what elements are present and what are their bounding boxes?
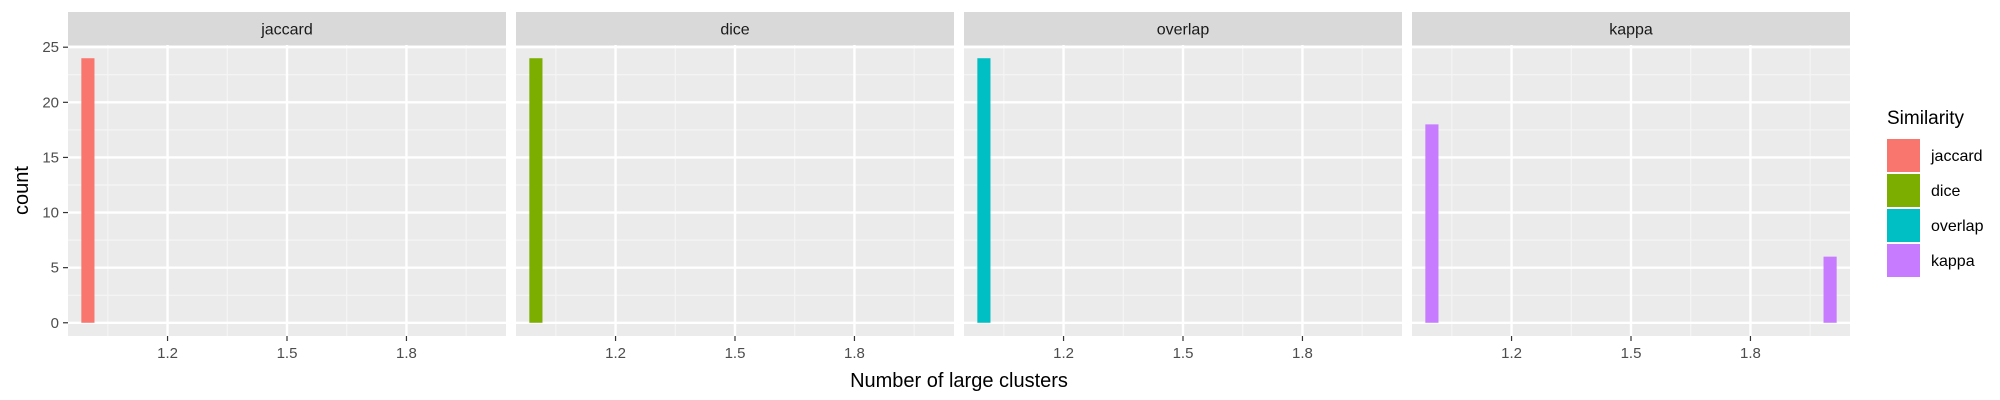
x-tick-label: 1.8 — [844, 345, 865, 362]
x-axis-title: Number of large clusters — [850, 370, 1068, 392]
bar-overlap-1 — [977, 58, 991, 323]
legend-key-kappa — [1887, 244, 1920, 277]
facet-panel-overlap: overlap — [964, 12, 1402, 336]
facet-panel-jaccard: jaccard — [68, 12, 506, 336]
y-tick-label: 20 — [42, 94, 59, 111]
facet-strip — [68, 12, 506, 45]
x-tick-label: 1.2 — [157, 345, 178, 362]
bar-kappa-2 — [1823, 256, 1837, 323]
y-tick-label: 10 — [42, 205, 59, 222]
legend-key-dice — [1887, 174, 1920, 207]
x-tick-label: 1.5 — [277, 345, 298, 362]
legend-label-jaccard: jaccard — [1930, 148, 1983, 165]
facet-panel-kappa: kappa — [1412, 12, 1850, 336]
legend-key-jaccard — [1887, 139, 1920, 172]
facet-strip-label: dice — [720, 22, 749, 39]
facet-strip-label: overlap — [1157, 22, 1210, 39]
legend-key-overlap — [1887, 209, 1920, 242]
facet-strip-label: kappa — [1609, 22, 1653, 39]
x-tick-label: 1.5 — [725, 345, 746, 362]
legend: Similarity jaccard dice overlap kappa — [1887, 108, 1984, 277]
legend-label-overlap: overlap — [1931, 218, 1984, 235]
facet-strip — [964, 12, 1402, 45]
y-tick-label: 5 — [51, 260, 59, 277]
x-tick-label: 1.8 — [1740, 345, 1761, 362]
x-tick-label: 1.2 — [605, 345, 626, 362]
facet-strip — [1412, 12, 1850, 45]
x-tick-label: 1.2 — [1053, 345, 1074, 362]
facet-panels: jaccard dice overlap kappa — [68, 12, 1850, 336]
y-tick-label: 25 — [42, 39, 59, 56]
x-tick-label: 1.5 — [1621, 345, 1642, 362]
y-tick-label: 0 — [51, 315, 59, 332]
legend-label-dice: dice — [1931, 183, 1960, 200]
legend-label-kappa: kappa — [1931, 253, 1975, 270]
x-tick-label: 1.8 — [396, 345, 417, 362]
facet-strip-label: jaccard — [260, 22, 313, 39]
x-tick-label: 1.5 — [1173, 345, 1194, 362]
x-tick-label: 1.8 — [1292, 345, 1313, 362]
facet-strip — [516, 12, 954, 45]
bar-dice-1 — [529, 58, 543, 323]
bar-jaccard-1 — [81, 58, 95, 323]
x-tick-label: 1.2 — [1501, 345, 1522, 362]
bar-kappa-1 — [1425, 124, 1439, 323]
facet-panel-dice: dice — [516, 12, 954, 336]
x-axes: 1.2 1.5 1.8 1.2 1.5 1.8 1.2 1.5 1.8 1.2 1.5 1.8 — [157, 336, 1761, 362]
y-axis: 0 5 10 15 20 25 — [42, 39, 68, 332]
legend-title: Similarity — [1887, 108, 1965, 129]
y-axis-title: count — [11, 166, 33, 215]
y-tick-label: 15 — [42, 149, 59, 166]
